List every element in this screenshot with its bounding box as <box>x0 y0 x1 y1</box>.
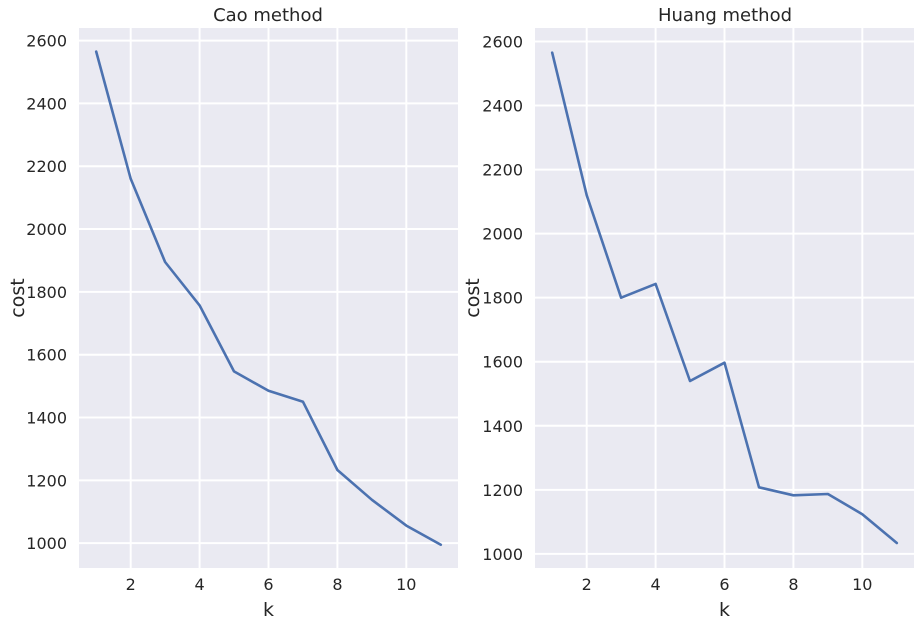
chart-huang-method: 2 4 6 8 10 1000 1200 1400 1600 1800 2000 2200 2400 26… <box>462 5 914 621</box>
y-tick-label: 2000 <box>26 220 67 239</box>
series-line <box>94 50 443 547</box>
y-tick-label: 1000 <box>482 545 523 564</box>
x-tick-label: 6 <box>263 575 273 594</box>
y-tick-label: 1200 <box>482 481 523 500</box>
y-tick-label: 2400 <box>482 97 523 116</box>
x-axis-label: k <box>263 599 274 621</box>
x-tick-label: 10 <box>396 575 416 594</box>
y-tick-label: 1800 <box>482 289 523 308</box>
x-tick-label: 2 <box>126 575 136 594</box>
y-tick-label: 2600 <box>482 32 523 51</box>
y-tick-label: 2200 <box>482 161 523 180</box>
chart-cao-method: 2 4 6 8 10 1000 1200 1400 1600 1800 2000 2200 2400 26… <box>7 5 458 621</box>
y-axis-label: cost <box>7 278 29 317</box>
y-tick-label: 1000 <box>26 534 67 553</box>
y-tick-label: 2400 <box>26 94 67 113</box>
y-tick-label: 1200 <box>26 471 67 490</box>
y-tick-label: 2600 <box>26 32 67 51</box>
x-tick-label: 2 <box>582 575 592 594</box>
y-tick-label: 1400 <box>26 409 67 428</box>
x-tick-label: 4 <box>650 575 660 594</box>
x-tick-label: 8 <box>788 575 798 594</box>
x-tick-label: 4 <box>194 575 204 594</box>
x-axis-label: k <box>719 599 730 621</box>
y-tick-label: 1600 <box>26 346 67 365</box>
y-tick-label: 1800 <box>26 283 67 302</box>
y-tick-label: 1600 <box>482 353 523 372</box>
x-tick-label: 10 <box>852 575 872 594</box>
y-axis-label: cost <box>462 278 484 317</box>
series-line <box>550 51 899 545</box>
y-tick-label: 2000 <box>482 225 523 244</box>
y-tick-label: 2200 <box>26 157 67 176</box>
x-tick-label: 8 <box>332 575 342 594</box>
chart-title: Cao method <box>213 5 323 26</box>
y-tick-label: 1400 <box>482 417 523 436</box>
x-tick-label: 6 <box>719 575 729 594</box>
chart-title: Huang method <box>658 5 792 26</box>
